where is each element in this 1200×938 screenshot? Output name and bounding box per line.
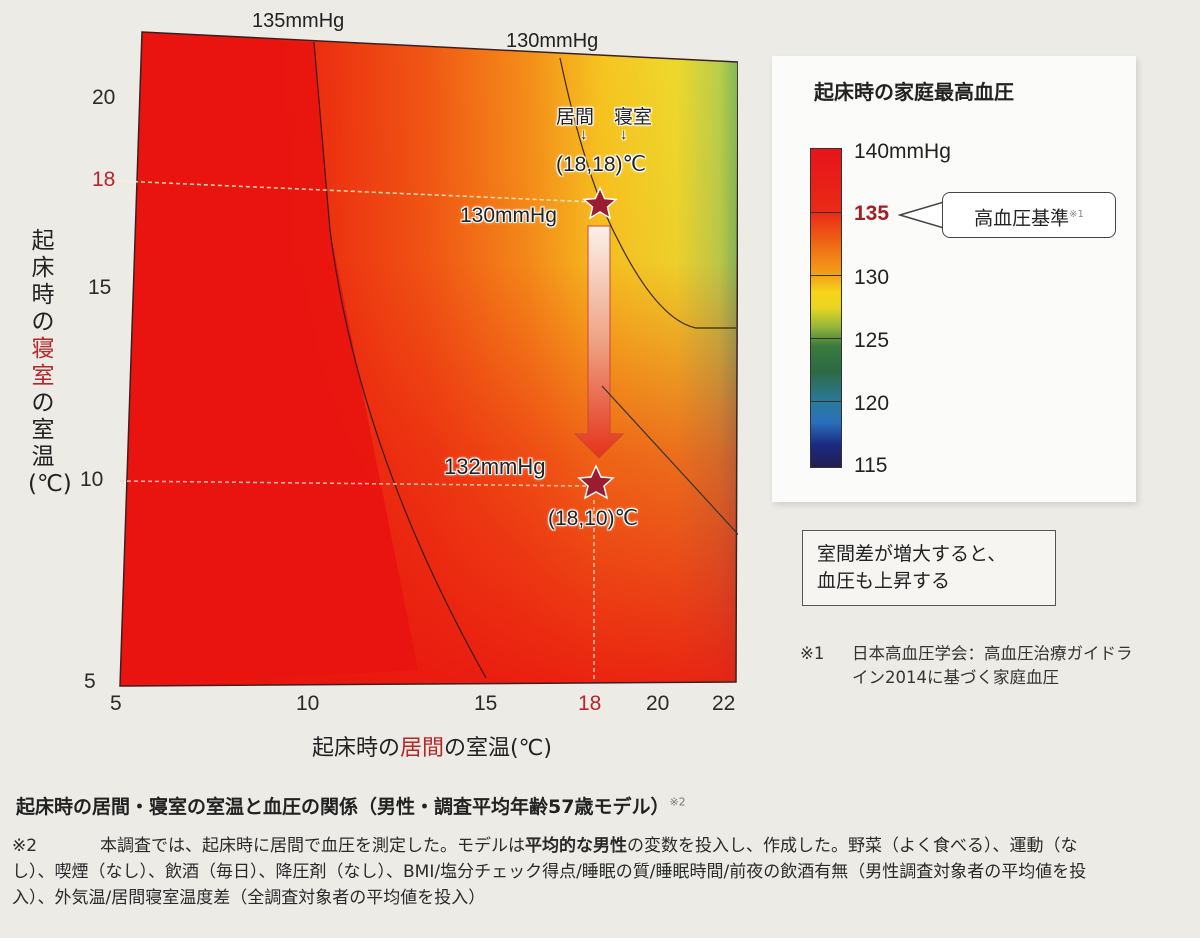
star-marker-18-10 xyxy=(577,464,615,500)
heatmap-plot xyxy=(118,30,804,690)
colorbar-tick-140: 140mmHg xyxy=(854,140,951,163)
figure-caption: 起床時の居間・寝室の室温と血圧の関係（男性・調査平均年齢57歳モデル）※2 xyxy=(16,792,686,819)
threshold-note-mark: ※1 xyxy=(1069,209,1084,220)
y-tick-15: 15 xyxy=(88,276,112,299)
x-tick-20: 20 xyxy=(646,692,670,715)
y-axis-label: 起床時の寝室の室温(℃) xyxy=(28,228,72,498)
point-coord-18-18: (18,18)℃ xyxy=(556,153,647,176)
y-tick-10: 10 xyxy=(80,468,104,491)
y-axis-label-post: の室温(℃) xyxy=(28,390,72,497)
figure-caption-text: 起床時の居間・寝室の室温と血圧の関係（男性・調査平均年齢57歳モデル） xyxy=(16,796,670,818)
footnote-2-text-a: 本調査では、起床時に居間で血圧を測定した。モデルは xyxy=(100,836,525,856)
footnote-2: ※2 本調査では、起床時に居間で血圧を測定した。モデルは平均的な男性の変数を投入… xyxy=(12,833,1112,911)
x-axis-label: 起床時の居間の室温(℃) xyxy=(312,730,552,762)
x-axis-label-post: の室温(℃) xyxy=(444,736,552,761)
trend-note-line2: 血圧も上昇する xyxy=(817,570,951,592)
colorbar-tick-135: 135 xyxy=(854,202,890,225)
threshold-callout-text: 高血圧基準 xyxy=(974,207,1070,230)
point-coord-18-10: (18,10)℃ xyxy=(548,507,639,530)
x-axis-label-highlight: 居間 xyxy=(400,736,445,761)
y-tick-20: 20 xyxy=(92,86,116,109)
colorbar xyxy=(810,148,842,468)
colorbar-tick-125: 125 xyxy=(854,329,890,352)
threshold-callout: 高血圧基準※1 xyxy=(942,192,1116,238)
colorbar-tick-120: 120 xyxy=(854,392,890,415)
arrow-down-small-icon: ↓ xyxy=(580,126,588,143)
x-tick-15: 15 xyxy=(474,692,498,715)
x-tick-5: 5 xyxy=(110,692,122,715)
colorbar-legend: 起床時の家庭最高血圧 140mmHg 135 130 125 120 115 高… xyxy=(772,56,1136,502)
footnote-2-mark: ※2 xyxy=(12,836,38,856)
arrow-down-small-icon: ↓ xyxy=(620,126,628,143)
y-axis-label-pre: 起床時の xyxy=(31,228,55,335)
colorbar-tick-115: 115 xyxy=(854,454,888,477)
legend-title: 起床時の家庭最高血圧 xyxy=(814,80,1014,104)
trend-note-box: 室間差が増大すると、 血圧も上昇する xyxy=(802,530,1056,606)
footnote-2-text-bold: 平均的な男性 xyxy=(525,836,627,856)
point-bp-18-18: 130mmHg xyxy=(460,204,557,227)
label-living: 居間 xyxy=(556,107,595,128)
callout-pointer xyxy=(898,201,944,229)
star-marker-18-18 xyxy=(582,186,618,220)
contour-135 xyxy=(313,41,487,679)
x-tick-10: 10 xyxy=(296,692,320,715)
figure-caption-mark: ※2 xyxy=(669,795,686,809)
y-axis-label-highlight: 寝室 xyxy=(31,336,55,389)
x-tick-22: 22 xyxy=(712,692,736,715)
x-axis-label-pre: 起床時の xyxy=(312,736,401,761)
point-bp-18-10: 132mmHg xyxy=(444,454,546,479)
x-tick-18: 18 xyxy=(578,692,602,715)
colorbar-tick-130: 130 xyxy=(854,266,890,289)
y-tick-5: 5 xyxy=(84,670,96,693)
trend-note-line1: 室間差が増大すると、 xyxy=(817,543,1007,565)
footnote-1: ※1 日本高血圧学会：高血圧治療ガイドライン2014に基づく家庭血圧 xyxy=(800,642,1142,690)
footnote-1-mark: ※1 xyxy=(800,644,825,663)
footnote-2-text-b: の変数を投入し、作成した。野菜（よく食べる）、運動（なし）、喫煙（なし）、飲酒（… xyxy=(12,836,1087,908)
contour-label-130: 130mmHg xyxy=(506,30,599,52)
down-arrow-icon xyxy=(573,225,625,459)
footnote-1-text: 日本高血圧学会：高血圧治療ガイドライン2014に基づく家庭血圧 xyxy=(852,644,1133,687)
contour-130 xyxy=(559,57,736,329)
heatmap-svg xyxy=(119,31,804,687)
y-tick-18: 18 xyxy=(92,168,116,191)
contour-label-135: 135mmHg xyxy=(252,10,345,32)
label-bedroom: 寝室 xyxy=(614,107,653,128)
